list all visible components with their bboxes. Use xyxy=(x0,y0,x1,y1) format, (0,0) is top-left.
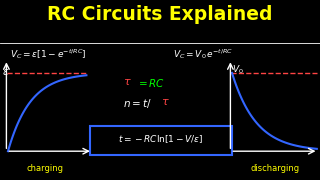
Text: $t = -RC\ln[1-V/\varepsilon]$: $t = -RC\ln[1-V/\varepsilon]$ xyxy=(118,134,203,145)
Text: $n = t/$: $n = t/$ xyxy=(123,97,152,110)
Text: discharging: discharging xyxy=(251,164,300,173)
Text: $V_0$: $V_0$ xyxy=(232,64,244,76)
FancyBboxPatch shape xyxy=(90,126,232,155)
Text: $V_C = \varepsilon[1-e^{-t/RC}]$: $V_C = \varepsilon[1-e^{-t/RC}]$ xyxy=(10,47,86,61)
Text: $\tau$: $\tau$ xyxy=(123,77,132,87)
Text: charging: charging xyxy=(26,164,63,173)
Text: $\tau$: $\tau$ xyxy=(161,97,170,107)
Text: $= RC$: $= RC$ xyxy=(136,77,165,89)
Text: $V_C = V_0\,e^{-t/RC}$: $V_C = V_0\,e^{-t/RC}$ xyxy=(173,47,233,61)
Text: $\varepsilon$: $\varepsilon$ xyxy=(2,67,9,77)
Text: RC Circuits Explained: RC Circuits Explained xyxy=(47,5,273,24)
